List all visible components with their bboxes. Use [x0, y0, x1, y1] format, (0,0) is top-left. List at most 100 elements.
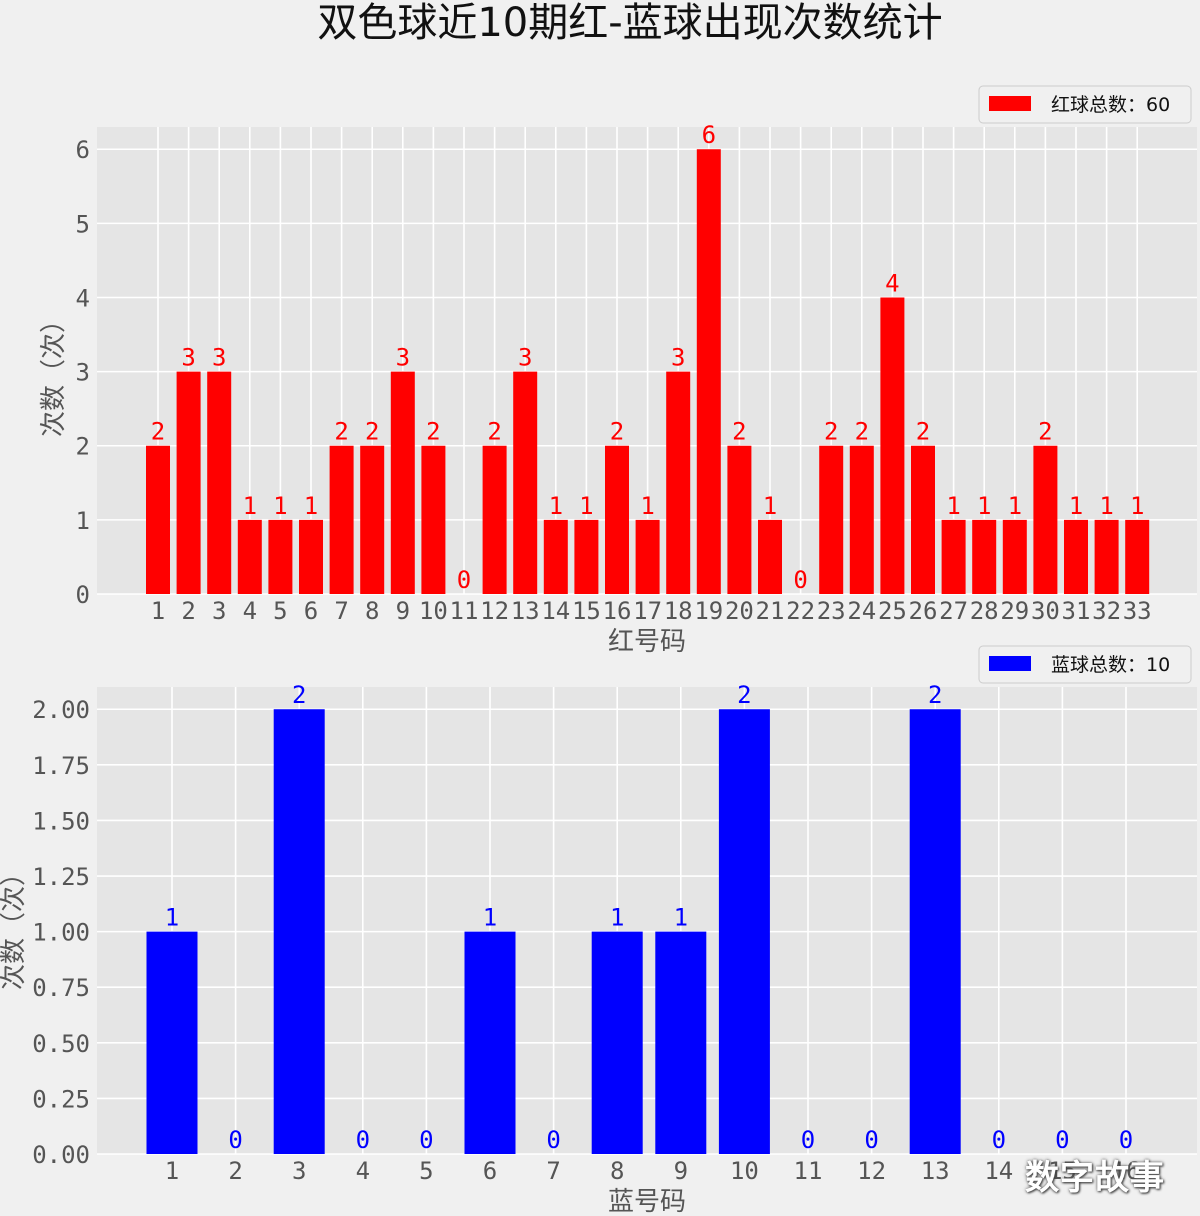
value-label-29: 1: [1008, 492, 1022, 520]
bar-33: [1125, 519, 1150, 594]
value-label-7: 0: [546, 1126, 560, 1154]
bar-7: [329, 445, 354, 594]
x-tick-label-25: 25: [878, 597, 907, 625]
bar-6: [299, 519, 323, 594]
value-label-18: 3: [671, 344, 685, 372]
x-tick-label-18: 18: [664, 597, 693, 625]
x-tick-label-3: 3: [212, 597, 226, 625]
value-label-19: 6: [702, 121, 716, 149]
x-tick-label-11: 11: [450, 597, 479, 625]
value-label-11: 0: [801, 1126, 815, 1154]
y-axis-label: 次数（次）: [0, 860, 29, 990]
y-tick-label: 4: [76, 284, 90, 312]
value-label-4: 0: [356, 1126, 370, 1154]
y-tick-label: 2: [76, 433, 90, 461]
x-tick-label-33: 33: [1123, 597, 1152, 625]
bar-5: [268, 519, 293, 594]
value-label-3: 3: [212, 344, 226, 372]
value-label-5: 0: [419, 1126, 433, 1154]
value-label-16: 0: [1119, 1126, 1133, 1154]
value-label-4: 1: [243, 492, 257, 520]
value-label-14: 1: [549, 492, 563, 520]
x-tick-label-3: 3: [292, 1157, 306, 1185]
x-tick-label-8: 8: [610, 1157, 624, 1185]
x-tick-label-5: 5: [273, 597, 287, 625]
bar-10: [718, 709, 770, 1154]
x-tick-label-12: 12: [857, 1157, 886, 1185]
value-label-23: 2: [824, 418, 838, 446]
bar-4: [237, 519, 262, 594]
bar-25: [880, 297, 905, 594]
x-tick-label-16: 16: [1112, 1157, 1141, 1185]
value-label-3: 2: [292, 681, 306, 709]
y-tick-label: 6: [76, 136, 90, 164]
x-tick-label-32: 32: [1092, 597, 1121, 625]
x-tick-label-8: 8: [365, 597, 379, 625]
x-tick-label-11: 11: [794, 1157, 823, 1185]
x-tick-label-20: 20: [725, 597, 754, 625]
bar-28: [972, 519, 997, 594]
x-tick-label-26: 26: [909, 597, 938, 625]
value-label-10: 2: [426, 418, 440, 446]
y-tick-label: 1.25: [32, 863, 90, 891]
value-label-10: 2: [737, 681, 751, 709]
x-tick-label-12: 12: [480, 597, 509, 625]
legend-swatch: [989, 656, 1031, 671]
bar-9: [655, 931, 707, 1154]
bar-24: [849, 445, 874, 594]
y-tick-label: 0.75: [32, 974, 90, 1002]
value-label-7: 2: [334, 418, 348, 446]
x-tick-label-9: 9: [396, 597, 410, 625]
x-tick-label-1: 1: [165, 1157, 179, 1185]
bar-10: [421, 445, 446, 594]
chart-title: 双色球近10期红-蓝球出现次数统计: [317, 0, 942, 46]
x-tick-label-13: 13: [921, 1157, 950, 1185]
x-tick-label-6: 6: [483, 1157, 497, 1185]
x-tick-label-19: 19: [694, 597, 723, 625]
x-tick-label-4: 4: [243, 597, 257, 625]
y-tick-label: 0.50: [32, 1030, 90, 1058]
value-label-33: 1: [1130, 492, 1144, 520]
value-label-13: 2: [928, 681, 942, 709]
value-label-6: 1: [304, 492, 318, 520]
value-label-5: 1: [273, 492, 287, 520]
bar-30: [1033, 445, 1058, 594]
bar-27: [941, 519, 966, 594]
bar-29: [1002, 519, 1027, 594]
value-label-1: 1: [165, 904, 179, 932]
x-tick-label-1: 1: [151, 597, 165, 625]
bar-2: [176, 371, 201, 594]
y-tick-label: 5: [76, 210, 90, 238]
y-tick-label: 1.50: [32, 807, 90, 835]
value-label-15: 0: [1055, 1126, 1069, 1154]
bar-13: [909, 709, 961, 1154]
value-label-15: 1: [579, 492, 593, 520]
bar-32: [1094, 519, 1119, 594]
bar-16: [605, 445, 629, 594]
bar-21: [758, 519, 782, 594]
value-label-28: 1: [977, 492, 991, 520]
x-tick-label-30: 30: [1031, 597, 1060, 625]
value-label-1: 2: [151, 418, 165, 446]
x-tick-label-23: 23: [817, 597, 846, 625]
x-tick-label-14: 14: [541, 597, 570, 625]
value-label-22: 0: [793, 566, 807, 594]
bar-13: [513, 371, 538, 594]
bar-15: [574, 519, 599, 594]
x-tick-label-31: 31: [1062, 597, 1091, 625]
value-label-6: 1: [483, 904, 497, 932]
value-label-12: 0: [864, 1126, 878, 1154]
value-label-11: 0: [457, 566, 471, 594]
bar-6: [464, 931, 516, 1154]
value-label-12: 2: [487, 418, 501, 446]
y-tick-label: 3: [76, 359, 90, 387]
value-label-2: 3: [181, 344, 195, 372]
x-tick-label-13: 13: [511, 597, 540, 625]
value-label-17: 1: [640, 492, 654, 520]
y-axis-label: 次数（次）: [39, 307, 69, 437]
x-tick-label-2: 2: [228, 1157, 242, 1185]
y-tick-label: 0: [76, 581, 90, 609]
x-tick-label-9: 9: [674, 1157, 688, 1185]
